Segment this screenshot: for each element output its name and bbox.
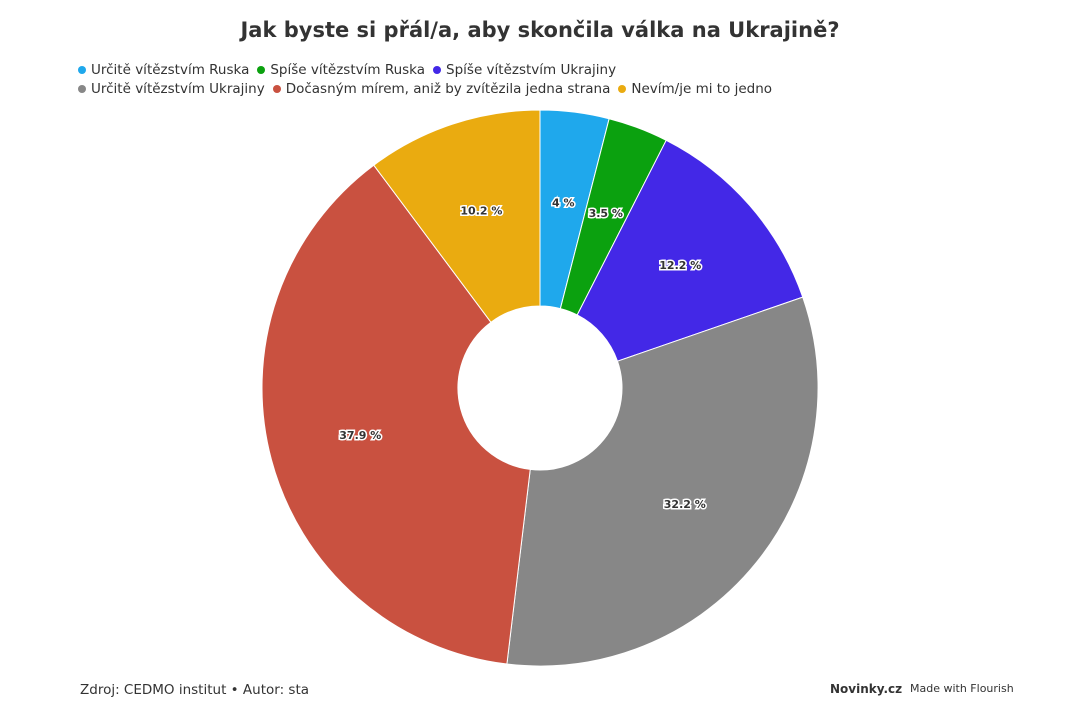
legend-item: Určitě vítězstvím Ruska [78,62,249,78]
source: Zdroj: CEDMO institut • Autor: sta [80,682,310,698]
legend-item: Spíše vítězstvím Ruska [257,62,425,78]
slice [261,164,531,665]
value-label: 12.2 % [659,259,701,272]
chart-title: Jak byste si přál/a, aby skončila válka … [240,18,840,42]
legend-swatch [78,85,86,93]
legend-swatch [272,85,281,93]
legend-label: Nevím/je mi to jedno [631,81,773,97]
slice [506,296,819,667]
legend-label: Spíše vítězstvím Ukrajiny [446,62,617,78]
value-label: 3.5 % [589,207,623,220]
legend-item: Nevím/je mi to jedno [618,81,772,97]
slice [373,109,541,323]
legend-swatch [257,66,266,74]
legend-item: Dočasným mírem, aniž by zvítězila jedna … [272,81,611,97]
value-label: 37.9 % [339,429,381,442]
legend-item: Spíše vítězstvím Ukrajiny [433,62,616,78]
legend-item: Určitě vítězstvím Ukrajiny [78,81,265,97]
legend-label: Určitě vítězstvím Ukrajiny [91,81,265,97]
slice [576,139,804,362]
legend-swatch [433,66,442,74]
legend-label: Dočasným mírem, aniž by zvítězila jedna … [285,81,611,97]
legend-label: Spíše vítězstvím Ruska [270,62,426,78]
legend: Určitě vítězstvím Ruska Spíše vítězstvím … [78,62,798,97]
legend-swatch [618,85,627,93]
legend-label: Určitě vítězstvím Ruska [91,62,250,78]
legend-swatch [78,66,86,74]
value-label: 10.2 % [460,204,502,217]
value-label: 32.2 % [664,498,706,511]
credit: Made with Flourish [910,682,1014,695]
publisher: Novinky.cz [830,682,903,696]
value-label: 4 % [552,196,575,209]
